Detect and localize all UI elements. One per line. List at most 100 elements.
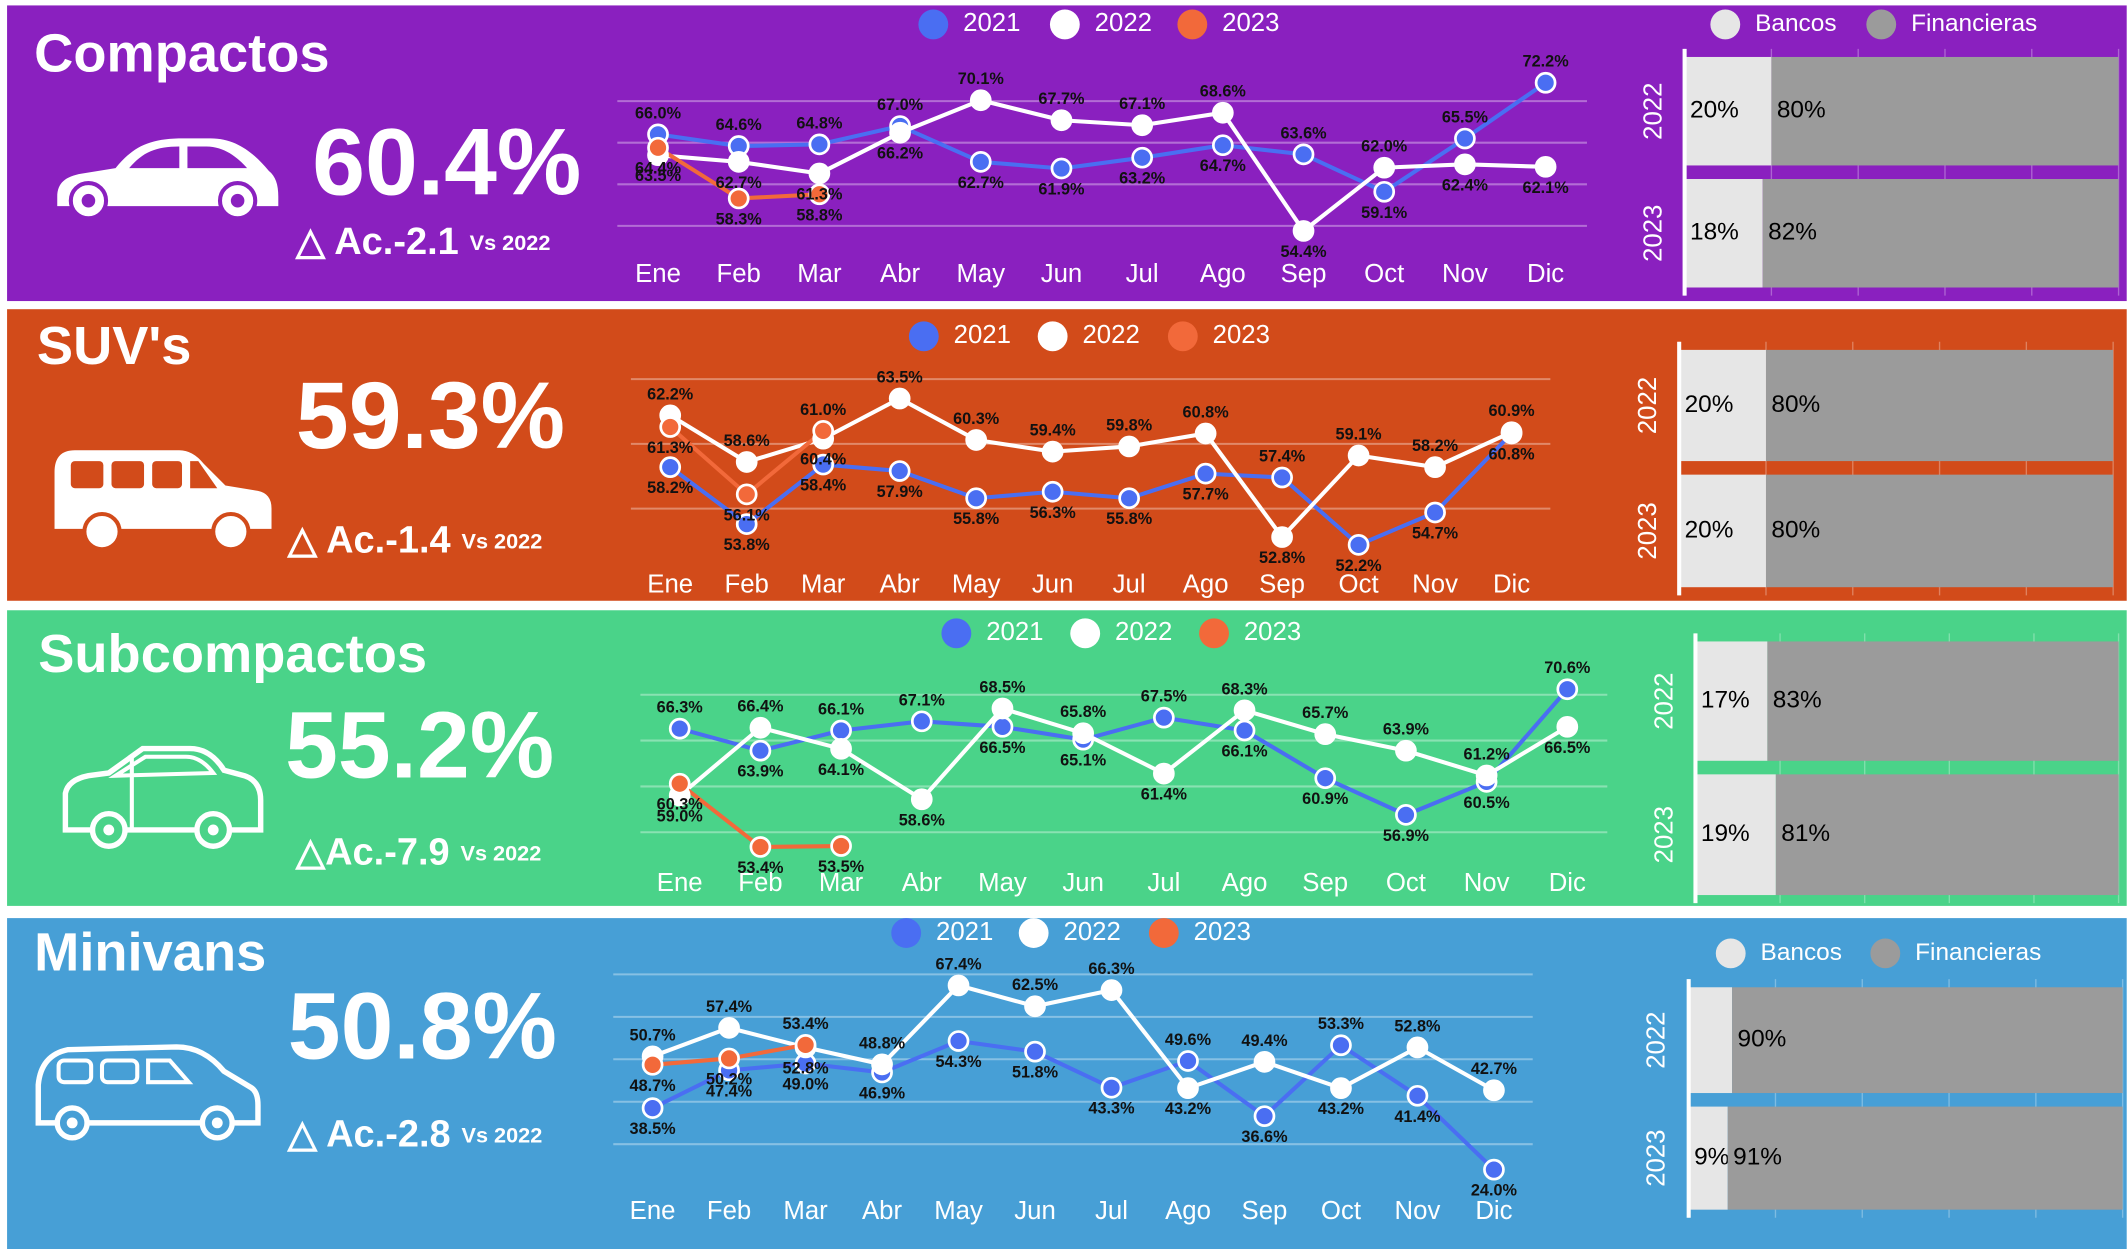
data-label: 61.2%: [1464, 745, 1511, 763]
x-tick-label: Ago: [1183, 571, 1229, 599]
data-label: 53.4%: [783, 1015, 830, 1033]
data-label: 64.7%: [1200, 157, 1247, 175]
legend-marker: [941, 618, 972, 649]
x-tick-label: Jul: [1147, 869, 1180, 897]
data-label: 59.4%: [1030, 422, 1077, 440]
data-label: 63.9%: [1383, 721, 1430, 739]
data-label: 58.8%: [796, 206, 843, 224]
delta-note: Vs 2022: [461, 528, 542, 553]
legend-marker: [1710, 9, 1741, 40]
bar-label: 9%: [1694, 1144, 1729, 1171]
legend-marker: [1167, 321, 1198, 352]
data-point: [659, 456, 682, 479]
x-tick-label: Ene: [635, 260, 681, 288]
legend-marker: [908, 321, 939, 352]
data-label: 70.6%: [1544, 659, 1591, 677]
legend-label: Bancos: [1761, 939, 1842, 966]
data-point: [1406, 1036, 1429, 1059]
data-point: [1131, 114, 1154, 137]
x-tick-label: Jun: [1062, 869, 1104, 897]
data-label: 52.2%: [1336, 557, 1383, 575]
data-label: 60.8%: [1183, 403, 1230, 421]
data-label: 52.8%: [783, 1059, 830, 1077]
data-point: [1177, 1077, 1199, 1100]
x-tick-label: Jul: [1095, 1197, 1128, 1225]
data-point: [1454, 153, 1476, 176]
car-hub: [66, 1117, 78, 1129]
car-wheel: [82, 511, 122, 552]
data-label: 53.3%: [1318, 1015, 1365, 1033]
x-tick-label: Ago: [1222, 869, 1268, 897]
data-label: 62.0%: [1361, 138, 1408, 156]
kpi-delta: △Ac.-7.9 Vs 2022: [295, 831, 541, 873]
data-point: [969, 150, 992, 173]
data-point: [1194, 462, 1217, 485]
data-label: 67.0%: [877, 96, 924, 114]
data-label: 56.1%: [724, 506, 771, 524]
x-tick-label: May: [934, 1197, 983, 1225]
panel-title: Compactos: [34, 23, 329, 83]
kpi-delta: △ Ac.-2.8 Vs 2022: [287, 1113, 543, 1155]
data-label: 62.5%: [1012, 976, 1059, 994]
x-tick-label: Jul: [1126, 260, 1159, 288]
data-label: 59.1%: [1361, 204, 1408, 222]
data-point: [659, 416, 682, 438]
data-point: [1406, 1084, 1429, 1107]
data-label: 60.8%: [1489, 445, 1536, 463]
data-point: [1534, 71, 1557, 94]
legend-marker: [1070, 618, 1101, 649]
data-line: [657, 98, 1546, 234]
x-tick-label: Dic: [1475, 1197, 1512, 1225]
data-label: 52.8%: [1394, 1017, 1441, 1035]
data-label: 66.0%: [635, 104, 682, 122]
data-label: 66.4%: [737, 698, 784, 716]
data-line: [651, 1038, 1496, 1172]
data-label: 67.1%: [1119, 95, 1166, 113]
bar-segment: [1762, 179, 2119, 288]
x-tick-label: Nov: [1464, 869, 1510, 897]
data-label: 66.3%: [1088, 960, 1135, 978]
data-label: 62.7%: [716, 174, 763, 192]
data-label: 57.4%: [706, 998, 753, 1016]
data-label: 58.6%: [724, 432, 771, 450]
y-tick-label: 2022: [1640, 83, 1668, 140]
data-point: [888, 387, 911, 410]
data-label: 53.5%: [818, 858, 865, 876]
x-tick-label: Jun: [1041, 260, 1083, 288]
data-point: [1475, 764, 1498, 787]
bar-label: 91%: [1733, 1144, 1782, 1171]
x-tick-label: Sep: [1242, 1197, 1288, 1225]
data-label: 65.7%: [1302, 704, 1349, 722]
legend-label: 2021: [986, 618, 1043, 646]
data-label: 63.9%: [737, 763, 784, 781]
legend-marker: [1177, 9, 1208, 40]
legend-label: 2023: [1244, 618, 1301, 646]
data-point: [718, 1047, 740, 1070]
car-window: [56, 1058, 94, 1085]
data-label: 59.0%: [657, 808, 704, 826]
data-label: 58.6%: [899, 811, 946, 829]
data-point: [1177, 1050, 1199, 1072]
data-point: [830, 737, 852, 760]
delta-value: △ Ac.-2.1: [295, 221, 459, 263]
car-icon: [54, 450, 272, 529]
data-point: [910, 788, 933, 811]
data-point: [947, 974, 970, 997]
bar-segment: [1775, 774, 2119, 896]
data-point: [668, 772, 691, 795]
x-tick-label: Feb: [717, 260, 761, 288]
data-label: 38.5%: [630, 1120, 677, 1138]
x-tick-label: Abr: [880, 260, 920, 288]
x-tick-label: Dic: [1549, 869, 1586, 897]
data-point: [1194, 422, 1217, 445]
data-point: [668, 717, 691, 740]
data-label: 55.8%: [1106, 510, 1153, 528]
data-line: [657, 81, 1547, 195]
data-point: [1500, 421, 1523, 444]
data-point: [1556, 715, 1579, 738]
data-label: 60.9%: [1489, 402, 1536, 420]
car-hub: [81, 193, 96, 208]
data-point: [1024, 1040, 1046, 1063]
data-point: [947, 1030, 970, 1052]
